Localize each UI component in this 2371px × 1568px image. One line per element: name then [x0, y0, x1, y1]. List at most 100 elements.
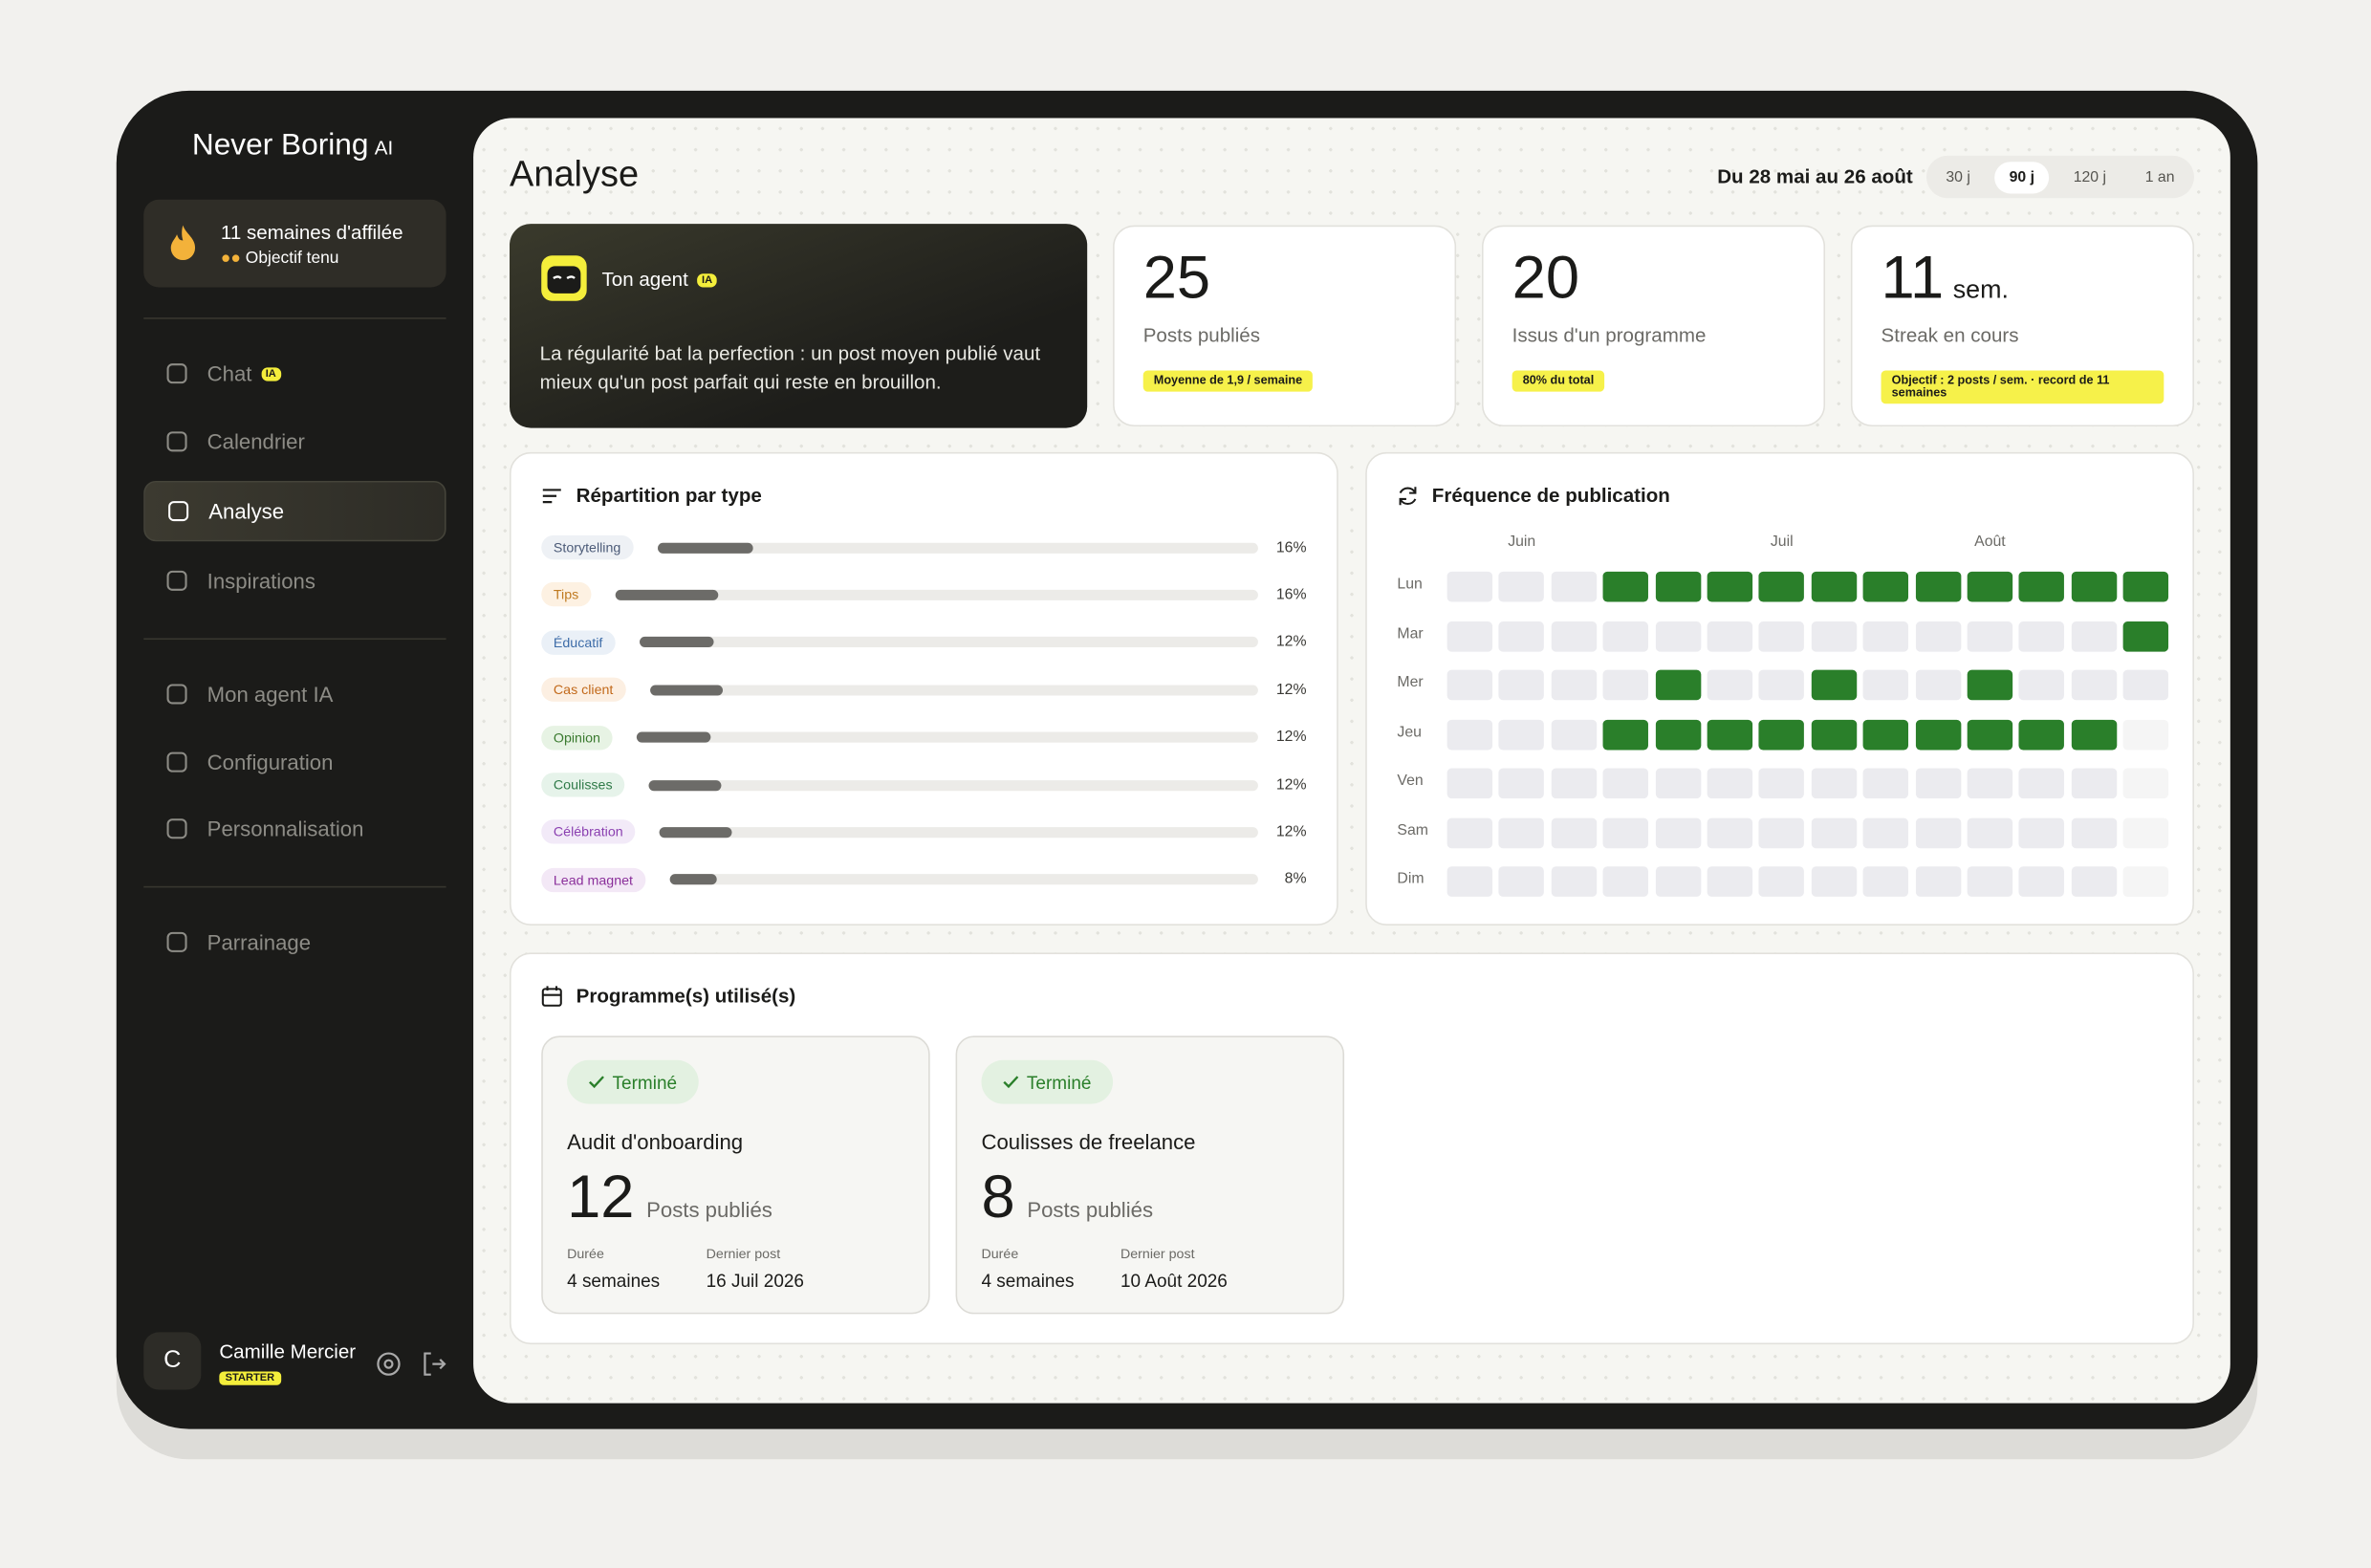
nav-item[interactable]: Mon agent IA: [143, 664, 446, 724]
type-tag: Célébration: [541, 819, 636, 845]
stat-label: Posts publiés: [1142, 323, 1261, 347]
heatmap-cell: [1499, 571, 1545, 602]
heatmap-cell: [1655, 669, 1701, 701]
logo-text: Never Boring: [191, 128, 369, 163]
heatmap-cell: [1915, 571, 1961, 602]
settings-button[interactable]: [375, 1350, 402, 1377]
nav-item[interactable]: Inspirations: [143, 551, 446, 611]
period-option[interactable]: 1 an: [2144, 168, 2175, 185]
program-name: Coulisses de freelance: [981, 1129, 1196, 1154]
heatmap-cell: [1707, 817, 1753, 848]
nav-icon: [166, 751, 187, 773]
nav-label: Chat: [207, 361, 252, 386]
bar-track: [639, 637, 1258, 648]
heatmap-cell: [1967, 866, 2013, 897]
heatmap-cell: [1655, 768, 1701, 799]
heatmap-cell: [1551, 866, 1597, 897]
day-label: Mer: [1397, 674, 1424, 691]
program-card[interactable]: Terminé Audit d'onboarding 12 Posts publiés…: [541, 1035, 930, 1315]
heatmap-cell: [1811, 571, 1857, 602]
card-title: Programme(s) utilisé(s): [576, 984, 796, 1008]
period-option[interactable]: 30 j: [1946, 168, 1970, 185]
check-icon: [588, 1076, 604, 1089]
nav-label: Personnalisation: [207, 817, 364, 841]
nav-icon: [166, 684, 187, 705]
heatmap-cell: [1551, 669, 1597, 701]
heatmap-cell: [1707, 866, 1753, 897]
heatmap-cell: [2071, 621, 2117, 651]
heatmap-cell: [1602, 669, 1649, 701]
heatmap-cell: [1915, 621, 1961, 651]
meta-label: Dernier post: [706, 1246, 781, 1262]
nav-item[interactable]: Configuration: [143, 732, 446, 793]
nav-item[interactable]: Calendrier: [143, 411, 446, 471]
heatmap-cell: [1602, 817, 1649, 848]
stat-value-row: 25: [1143, 245, 1210, 313]
frequency-card: Fréquence de publication Juin Juil Août Lun…: [1365, 451, 2194, 926]
heatmap-cell: [1915, 817, 1961, 848]
heatmap-cell: [1862, 669, 1909, 701]
flame-icon: [170, 225, 196, 261]
posts-count: 8: [981, 1164, 1015, 1231]
day-label: Jeu: [1397, 723, 1422, 741]
period-option[interactable]: 120 j: [2073, 168, 2107, 185]
heatmap-cell: [1862, 817, 1909, 848]
heatmap-cell: [1447, 768, 1493, 799]
heatmap-cell: [1811, 817, 1857, 848]
type-tag: Lead magnet: [541, 867, 645, 892]
heatmap-cell: [1759, 621, 1805, 651]
divider: [143, 638, 446, 641]
heatmap-cell: [1811, 669, 1857, 701]
nav-icon: [166, 363, 187, 384]
stat-label: Streak en cours: [1881, 323, 2019, 347]
heatmap-cell: [1967, 571, 2013, 602]
day-label: Mar: [1397, 625, 1424, 642]
agent-avatar: [541, 255, 587, 301]
bar-track: [649, 684, 1258, 696]
streak-title: 11 semaines d'affilée: [220, 220, 403, 244]
bar-track: [615, 589, 1258, 600]
bar-track: [648, 779, 1258, 791]
heatmap-cell: [2019, 817, 2065, 848]
nav-icon: [166, 931, 187, 952]
type-tag: Éducatif: [541, 630, 615, 655]
nav-item[interactable]: Chat IA: [143, 343, 446, 403]
period-option[interactable]: 90 j: [1993, 161, 2050, 193]
bar-fill: [636, 731, 711, 743]
bar-percent: 12%: [1275, 823, 1307, 841]
heatmap-cell: [1915, 719, 1961, 750]
heatmap-cell: [1499, 768, 1545, 799]
avatar[interactable]: C: [143, 1332, 202, 1390]
heatmap-cell: [1602, 719, 1649, 750]
stat-note: Objectif : 2 posts / sem. · record de 11…: [1881, 370, 2164, 404]
bar-track: [636, 731, 1258, 743]
heatmap-cell: [1447, 719, 1493, 750]
day-label: Ven: [1397, 773, 1424, 790]
logo-badge: AI: [374, 136, 394, 160]
heatmap-cell: [1447, 571, 1493, 602]
streak-subtitle-row: ●● Objectif tenu: [220, 249, 339, 268]
heatmap-cell: [1759, 768, 1805, 799]
heatmap-cell: [1499, 719, 1545, 750]
heatmap-cell: [2071, 866, 2117, 897]
logout-button[interactable]: [421, 1350, 447, 1377]
stat-value-row: 11 sem.: [1882, 245, 2009, 313]
heatmap-cell: [2122, 621, 2169, 651]
user-name: Camille Mercier: [219, 1339, 357, 1363]
day-label: Lun: [1397, 576, 1423, 593]
type-tag: Storytelling: [541, 534, 633, 560]
heatmap-cell: [2071, 571, 2117, 602]
heatmap-cell: [2071, 817, 2117, 848]
meta-label: Dernier post: [1120, 1246, 1195, 1262]
nav-item[interactable]: Analyse: [143, 480, 446, 542]
heatmap-cell: [1447, 621, 1493, 651]
type-row: Lead magnet 8%: [541, 864, 1307, 895]
nav-item[interactable]: Parrainage: [143, 912, 446, 972]
meta-label: Durée: [567, 1246, 604, 1262]
nav-item[interactable]: Personnalisation: [143, 798, 446, 859]
program-name: Audit d'onboarding: [567, 1129, 744, 1154]
nav-label: Parrainage: [207, 929, 312, 955]
heatmap-cell: [1967, 621, 2013, 651]
program-card[interactable]: Terminé Coulisses de freelance 8 Posts publ…: [955, 1035, 1345, 1315]
